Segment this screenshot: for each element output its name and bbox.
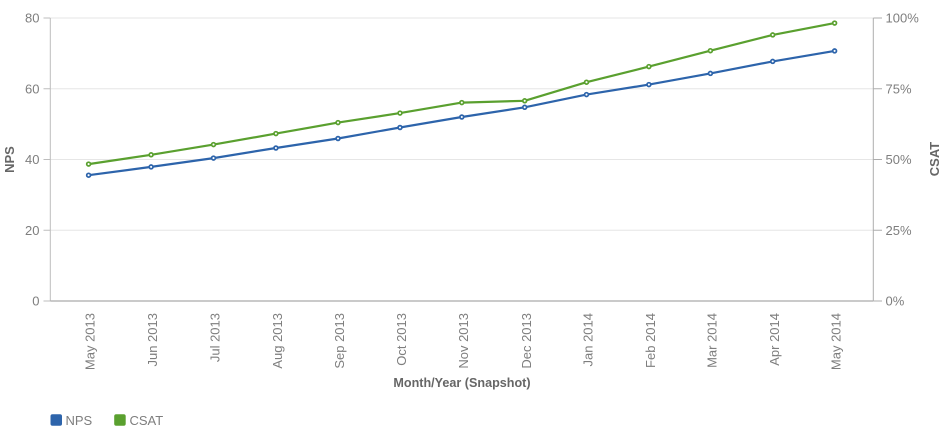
svg-text:CSAT: CSAT bbox=[130, 413, 164, 428]
svg-text:Jul 2013: Jul 2013 bbox=[208, 313, 223, 362]
svg-text:80: 80 bbox=[25, 11, 39, 26]
svg-text:25%: 25% bbox=[886, 223, 912, 238]
svg-text:Jun 2013: Jun 2013 bbox=[145, 313, 160, 367]
svg-text:20: 20 bbox=[25, 223, 39, 238]
svg-text:Month/Year (Snapshot): Month/Year (Snapshot) bbox=[393, 376, 530, 390]
svg-text:May 2014: May 2014 bbox=[829, 313, 844, 370]
svg-text:0: 0 bbox=[32, 294, 39, 309]
svg-text:May 2013: May 2013 bbox=[83, 313, 98, 370]
svg-text:NPS: NPS bbox=[2, 146, 17, 173]
svg-text:Aug 2013: Aug 2013 bbox=[270, 313, 285, 369]
svg-text:40: 40 bbox=[25, 152, 39, 167]
svg-text:Apr 2014: Apr 2014 bbox=[767, 313, 782, 366]
svg-text:Sep 2013: Sep 2013 bbox=[332, 313, 347, 369]
svg-text:Dec 2013: Dec 2013 bbox=[519, 313, 534, 369]
svg-text:Oct 2013: Oct 2013 bbox=[394, 313, 409, 366]
svg-text:60: 60 bbox=[25, 81, 39, 96]
svg-text:100%: 100% bbox=[886, 11, 920, 26]
svg-text:Mar 2014: Mar 2014 bbox=[705, 313, 720, 368]
svg-text:Jan 2014: Jan 2014 bbox=[581, 313, 596, 367]
svg-text:0%: 0% bbox=[886, 294, 905, 309]
svg-text:NPS: NPS bbox=[66, 413, 93, 428]
svg-text:CSAT: CSAT bbox=[927, 142, 942, 176]
svg-text:Nov 2013: Nov 2013 bbox=[456, 313, 471, 369]
svg-text:75%: 75% bbox=[886, 81, 912, 96]
svg-text:50%: 50% bbox=[886, 152, 912, 167]
svg-text:Feb 2014: Feb 2014 bbox=[643, 313, 658, 368]
